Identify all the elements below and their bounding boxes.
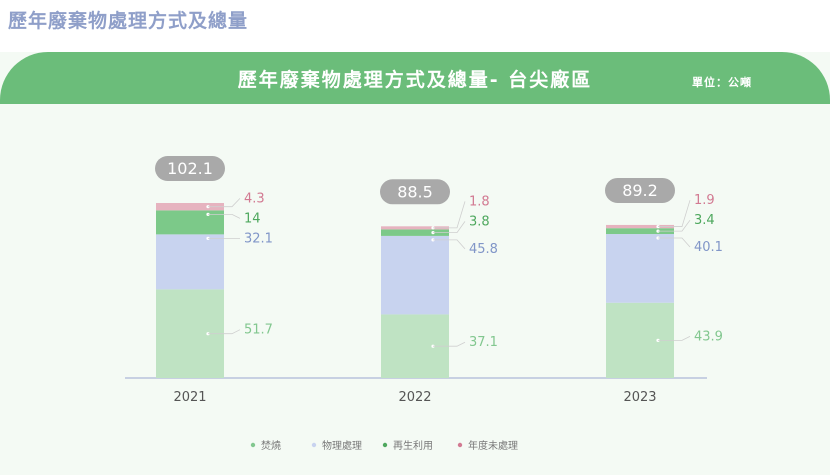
total-label-2023: 89.2 xyxy=(622,181,658,200)
leader-line-焚燒-2023 xyxy=(658,336,691,341)
bar-segment-年度未處理-2021 xyxy=(156,203,224,211)
bar-segment-年度未處理-2022 xyxy=(381,226,449,230)
legend-label-物理處理: 物理處理 xyxy=(322,439,362,452)
leader-line-物理處理-2022 xyxy=(433,239,466,250)
value-label-再生利用-2023: 3.4 xyxy=(694,213,715,228)
total-pill-2022 xyxy=(380,179,450,205)
value-label-再生利用-2022: 3.8 xyxy=(469,214,490,229)
legend-marker-物理處理 xyxy=(311,442,317,448)
x-tick-label-2022: 2022 xyxy=(398,390,431,405)
leader-line-焚燒-2022 xyxy=(433,341,466,347)
legend-marker-焚燒 xyxy=(250,442,256,448)
value-label-焚燒-2022: 37.1 xyxy=(469,335,498,350)
legend-label-再生利用: 再生利用 xyxy=(393,439,433,452)
value-label-物理處理-2022: 45.8 xyxy=(469,242,498,257)
total-label-2022: 88.5 xyxy=(397,182,433,201)
leader-line-年度未處理-2022 xyxy=(433,201,466,229)
value-label-物理處理-2021: 32.1 xyxy=(244,231,273,246)
leader-line-再生利用-2023 xyxy=(658,219,691,232)
legend-label-焚燒: 焚燒 xyxy=(261,439,281,452)
value-label-年度未處理-2021: 4.3 xyxy=(244,191,265,206)
leader-line-物理處理-2023 xyxy=(658,237,691,248)
page-title: 歷年廢棄物處理方式及總量 xyxy=(8,10,249,32)
bar-segment-再生利用-2023 xyxy=(606,228,674,235)
value-label-焚燒-2021: 51.7 xyxy=(244,323,273,338)
legend-marker-再生利用 xyxy=(382,442,388,448)
value-label-焚燒-2023: 43.9 xyxy=(694,329,723,344)
leader-line-年度未處理-2021 xyxy=(208,198,241,208)
value-label-物理處理-2023: 40.1 xyxy=(694,240,723,255)
unit-label: 單位：公噸 xyxy=(692,76,752,89)
leader-line-再生利用-2021 xyxy=(208,213,241,219)
bar-segment-物理處理-2021 xyxy=(156,234,224,290)
chart-title: 歷年廢棄物處理方式及總量- 台尖廠區 xyxy=(237,69,593,91)
x-tick-label-2021: 2021 xyxy=(173,390,206,405)
value-label-再生利用-2021: 14 xyxy=(244,211,261,226)
bar-segment-物理處理-2022 xyxy=(381,235,449,315)
chart-banner: 歷年廢棄物處理方式及總量- 台尖廠區 單位：公噸 xyxy=(0,52,830,104)
legend-marker-年度未處理 xyxy=(457,442,463,448)
bar-segment-年度未處理-2023 xyxy=(606,224,674,229)
legend-label-年度未處理: 年度未處理 xyxy=(468,439,518,452)
total-label-2021: 102.1 xyxy=(167,159,213,178)
bar-segment-物理處理-2023 xyxy=(606,234,674,303)
x-tick-label-2023: 2023 xyxy=(623,390,656,405)
total-pill-2021 xyxy=(155,156,225,181)
leader-line-年度未處理-2023 xyxy=(658,200,691,227)
bar-segment-再生利用-2021 xyxy=(156,210,224,235)
value-label-年度未處理-2022: 1.8 xyxy=(469,194,490,209)
leader-line-焚燒-2021 xyxy=(208,329,241,335)
value-label-年度未處理-2023: 1.9 xyxy=(694,193,715,208)
total-pill-2023 xyxy=(605,177,675,203)
leader-line-再生利用-2022 xyxy=(433,221,466,234)
bar-segment-再生利用-2022 xyxy=(381,229,449,236)
